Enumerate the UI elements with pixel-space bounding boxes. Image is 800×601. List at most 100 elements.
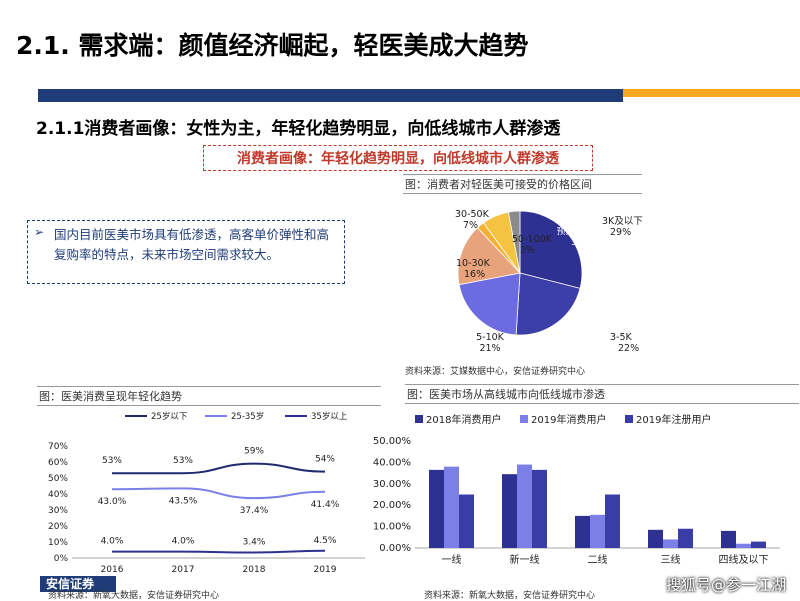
data-label: 41.4% (311, 500, 340, 510)
data-label: 3.4% (243, 538, 266, 548)
y-tick-label: 70% (48, 442, 68, 452)
insight-box: 国内目前医美市场具有低渗透，高客单价弹性和高复购率的特点，未来市场空间需求较大。 (27, 220, 345, 284)
legend-label: 25-35岁 (231, 411, 264, 422)
line-chart: 25岁以下 25-35岁 35岁以上 0% 10% 20% 30% 40% 50% 60% 70%… (48, 411, 365, 575)
bar (459, 494, 474, 548)
pie-value: 22% (618, 343, 639, 354)
bar (736, 543, 751, 548)
bar (532, 469, 547, 548)
x-tick-label: 新一线 (510, 553, 540, 566)
x-tick-label: 2018 (243, 565, 266, 575)
pie-value: 2% (520, 245, 535, 256)
watermark: 搜狐号@参一江湖 (665, 576, 786, 594)
bar-chart: 2018年消费用户 2019年消费用户 2019年注册用户 0.00% 10.00% 2… (373, 413, 780, 566)
bar (721, 530, 736, 548)
title-underline-navy (38, 89, 623, 102)
series-line (112, 462, 326, 475)
bar (429, 469, 444, 548)
series-line (111, 487, 326, 500)
pie-label: 30-50K (455, 209, 490, 220)
bar (575, 515, 590, 548)
x-tick-label: 2019 (314, 565, 337, 575)
highlight-callout: 消费者画像：年轻化趋势明显，向低线城市人群渗透 (203, 145, 593, 171)
x-tick-label: 二线 (588, 553, 608, 566)
data-label: 4.0% (172, 537, 195, 547)
pie-label: 3-5K (610, 332, 633, 343)
x-tick-label: 2017 (172, 565, 195, 575)
pie-value: 21% (479, 343, 500, 354)
x-tick-label: 三线 (661, 553, 681, 566)
legend-label: 35岁以上 (311, 411, 348, 422)
bullet-arrow-icon: ➢ (34, 225, 45, 239)
pie-label: 3K及以下 (602, 216, 643, 227)
pie-label: 10-30K (456, 258, 491, 269)
data-label: 59% (244, 447, 264, 457)
insight-text: 国内目前医美市场具有低渗透，高客单价弹性和高复购率的特点，未来市场空间需求较大。 (54, 227, 330, 262)
y-tick-label: 10.00% (373, 522, 411, 533)
bar (663, 539, 678, 548)
bar (444, 466, 459, 548)
pie-slice (519, 210, 583, 289)
y-tick-label: 0% (54, 554, 69, 564)
bar-chart-source: 资料来源：新氧大数据，安信证券研究中心 (424, 591, 596, 601)
x-tick-label: 一线 (442, 553, 462, 566)
legend-label: 2019年消费用户 (531, 413, 606, 426)
y-tick-label: 50% (48, 474, 68, 484)
y-tick-label: 10% (48, 538, 68, 548)
bar-chart-caption: 图：医美市场从高线城市向低线城市渗透 (405, 384, 799, 404)
data-label: 54% (315, 455, 335, 465)
title-underline-orange (623, 89, 800, 97)
y-tick-label: 30.00% (373, 479, 411, 490)
x-tick-label: 四线及以下 (719, 553, 769, 566)
bar (605, 494, 620, 548)
data-label: 53% (102, 456, 122, 466)
y-tick-label: 30% (48, 506, 68, 516)
pie-label: 预算无上限 (557, 226, 600, 237)
pie-slice (515, 272, 581, 336)
line-chart-source: 资料来源：新氧大数据，安信证券研究中心 (48, 591, 220, 601)
y-tick-label: 0.00% (379, 543, 411, 554)
x-tick-label: 2016 (101, 565, 124, 575)
pie-chart-caption: 图：消费者对轻医美可接受的价格区间 (403, 174, 642, 194)
pie-value: 16% (464, 269, 485, 280)
data-label: 4.0% (101, 537, 124, 547)
page-title: 2.1. 需求端：颜值经济崛起，轻医美成大趋势 (16, 31, 529, 60)
data-label: 53% (173, 456, 193, 466)
pie-slice (458, 272, 521, 336)
legend-swatch (415, 415, 423, 423)
pie-value: 29% (610, 227, 631, 238)
data-label: 43.0% (98, 497, 127, 507)
bar (648, 529, 663, 548)
legend-label: 2018年消费用户 (426, 413, 501, 426)
data-label: 37.4% (240, 506, 269, 516)
series-line (111, 549, 326, 554)
bar (517, 464, 532, 548)
bar (590, 514, 605, 548)
pie-slice (457, 227, 521, 286)
pie-label: 50-100K (512, 234, 553, 245)
logo-bar: 安信证券 (40, 576, 116, 592)
section-subtitle: 2.1.1消费者画像：女性为主，年轻化趋势明显，向低线城市人群渗透 (36, 119, 561, 139)
pie-value: 7% (463, 220, 478, 231)
pie-value: 3% (571, 238, 585, 248)
pie-slice (507, 210, 521, 274)
data-label: 4.5% (314, 536, 337, 546)
y-tick-label: 50.00% (373, 436, 411, 447)
data-label: 43.5% (169, 496, 198, 506)
bar (678, 528, 693, 548)
y-tick-label: 20.00% (373, 500, 411, 511)
y-tick-label: 40% (48, 490, 68, 500)
bar (502, 474, 517, 548)
pie-chart-source: 资料来源：艾媒数据中心，安信证券研究中心 (405, 367, 586, 377)
y-tick-label: 40.00% (373, 457, 411, 468)
legend-swatch (625, 415, 633, 423)
legend-label: 2019年注册用户 (636, 413, 711, 426)
legend-swatch (520, 415, 528, 423)
legend-label: 25岁以下 (151, 411, 188, 422)
line-chart-caption: 图：医美消费呈现年轻化趋势 (37, 386, 381, 406)
bar (751, 541, 766, 548)
pie-label: 5-10K (476, 332, 505, 343)
y-tick-label: 20% (48, 522, 68, 532)
y-tick-label: 60% (48, 458, 68, 468)
